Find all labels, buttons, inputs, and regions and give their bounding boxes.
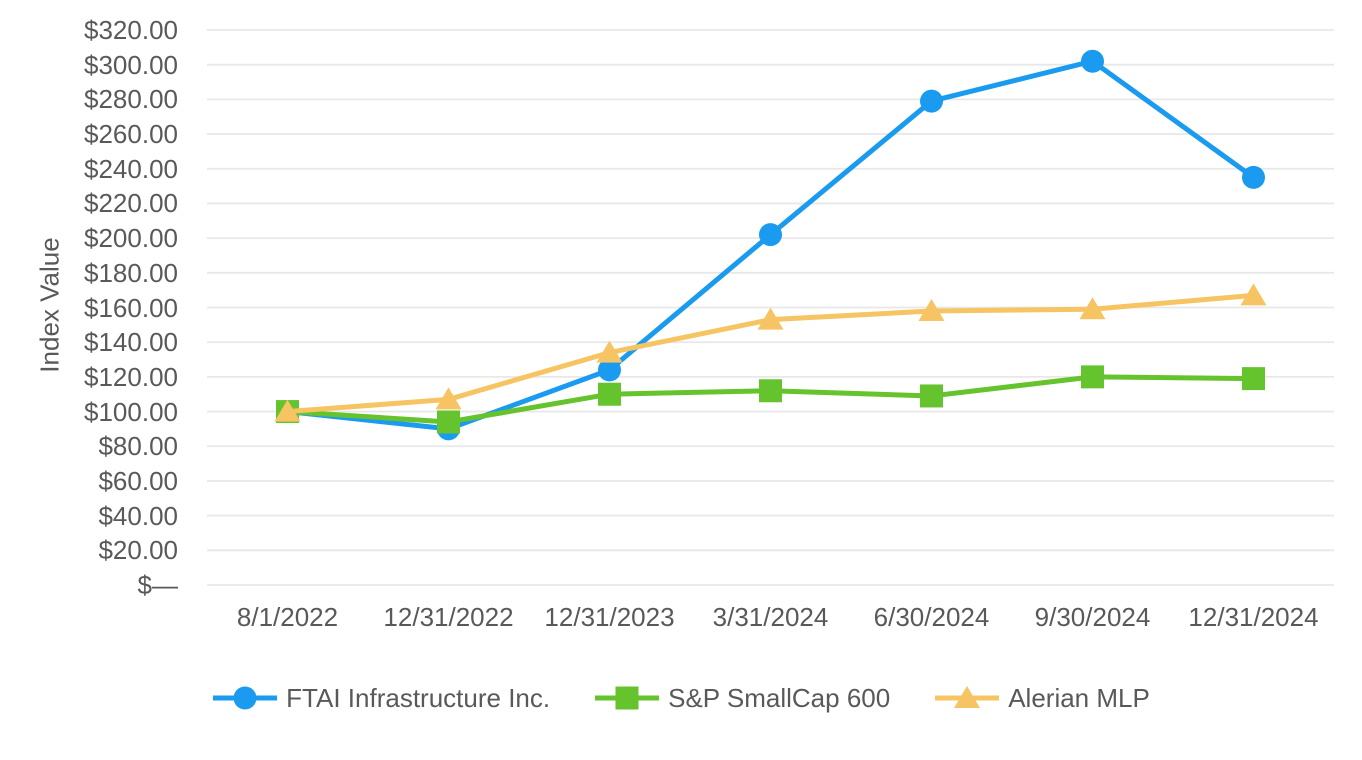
y-tick-label: $100.00 xyxy=(84,396,178,427)
square-marker-icon xyxy=(595,686,660,710)
triangle-marker-glyph xyxy=(954,686,981,708)
data-point-ftai-infrastructure-inc xyxy=(759,223,782,247)
legend-item-ftai-infrastructure-inc: FTAI Infrastructure Inc. xyxy=(212,682,550,714)
y-tick-label: $— xyxy=(137,570,178,600)
data-point-s-p-smallcap-600 xyxy=(759,379,782,403)
y-tick-label: $280.00 xyxy=(84,84,178,115)
data-point-alerian-mlp xyxy=(1079,297,1106,320)
x-tick-label: 8/1/2022 xyxy=(236,602,339,632)
legend-label: FTAI Infrastructure Inc. xyxy=(286,682,551,713)
x-tick-label: 12/31/2024 xyxy=(1188,602,1319,632)
x-tick-label: 6/30/2024 xyxy=(873,602,990,632)
y-tick-label: $80.00 xyxy=(98,431,178,462)
x-tick-label: 9/30/2024 xyxy=(1034,602,1151,632)
data-point-alerian-mlp xyxy=(596,340,623,363)
legend-label: S&P SmallCap 600 xyxy=(668,682,891,713)
data-point-s-p-smallcap-600 xyxy=(1242,367,1265,391)
legend: FTAI Infrastructure Inc. S&P SmallCap 600… xyxy=(0,676,1362,720)
x-tick-label: 12/31/2023 xyxy=(544,602,675,632)
data-point-s-p-smallcap-600 xyxy=(598,382,621,406)
x-tick-label: 3/31/2024 xyxy=(712,602,829,632)
circle-marker-icon xyxy=(213,686,278,710)
legend-item-alerian-mlp: Alerian MLP xyxy=(934,682,1150,714)
data-point-alerian-mlp xyxy=(1240,283,1267,306)
square-marker-glyph xyxy=(615,686,639,710)
y-tick-label: $220.00 xyxy=(84,188,178,219)
y-tick-label: $240.00 xyxy=(84,153,178,184)
y-tick-label: $180.00 xyxy=(84,257,178,288)
legend-item-s-p-smallcap-600: S&P SmallCap 600 xyxy=(594,682,890,714)
data-point-ftai-infrastructure-inc xyxy=(1081,49,1104,73)
y-tick-label: $320.00 xyxy=(84,15,178,45)
data-point-alerian-mlp xyxy=(757,307,784,330)
data-point-alerian-mlp xyxy=(435,387,462,410)
y-tick-label: $200.00 xyxy=(84,223,178,254)
data-point-ftai-infrastructure-inc xyxy=(920,89,943,113)
y-tick-label: $300.00 xyxy=(84,49,178,80)
circle-marker-glyph xyxy=(233,686,257,710)
data-point-s-p-smallcap-600 xyxy=(920,384,943,408)
data-point-s-p-smallcap-600 xyxy=(1081,365,1104,389)
triangle-marker-icon xyxy=(935,686,1000,708)
y-tick-label: $40.00 xyxy=(98,500,178,531)
x-tick-label: 12/31/2022 xyxy=(383,602,514,632)
y-tick-label: $160.00 xyxy=(84,292,178,323)
legend-label: Alerian MLP xyxy=(1008,682,1150,713)
data-point-alerian-mlp xyxy=(274,399,301,422)
data-point-ftai-infrastructure-inc xyxy=(598,358,621,382)
data-point-s-p-smallcap-600 xyxy=(437,410,460,434)
data-point-ftai-infrastructure-inc xyxy=(1242,165,1265,189)
y-tick-label: $120.00 xyxy=(84,361,178,392)
y-tick-label: $260.00 xyxy=(84,119,178,150)
data-point-alerian-mlp xyxy=(918,298,945,321)
y-tick-label: $60.00 xyxy=(98,465,178,496)
y-tick-label: $20.00 xyxy=(98,535,178,566)
y-tick-label: $140.00 xyxy=(84,327,178,358)
